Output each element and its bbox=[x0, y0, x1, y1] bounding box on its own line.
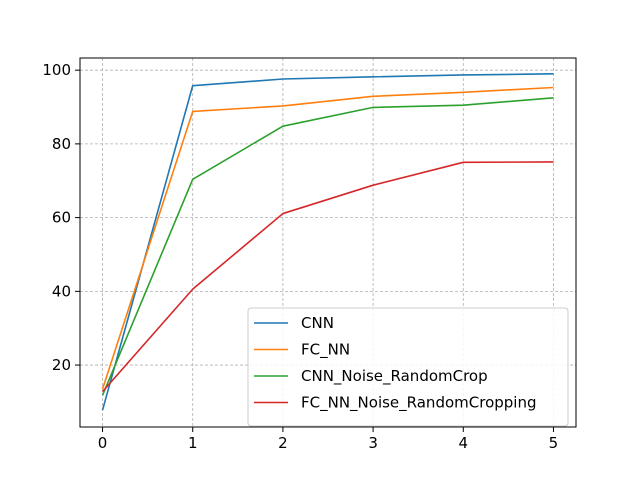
legend-label: FC_NN bbox=[301, 341, 350, 360]
axis-ticks: 0 1 2 3 4 5 20 40 60 80 100 bbox=[42, 61, 558, 452]
x-tick-label: 0 bbox=[98, 434, 108, 452]
series-line-fc-nn-noise-randomcropping bbox=[101, 161, 554, 393]
x-tick-label: 1 bbox=[188, 434, 198, 452]
legend-box bbox=[247, 307, 569, 427]
y-tick-label: 40 bbox=[52, 282, 71, 300]
y-tick-label: 20 bbox=[52, 356, 71, 374]
legend-label: CNN bbox=[301, 314, 334, 332]
y-tick-label: 60 bbox=[52, 209, 71, 227]
y-tick-label: 80 bbox=[52, 135, 71, 153]
series-line-cnn bbox=[101, 73, 554, 411]
legend-label: CNN_Noise_RandomCrop bbox=[301, 367, 488, 386]
x-tick-label: 3 bbox=[368, 434, 378, 452]
x-tick-label: 5 bbox=[549, 434, 559, 452]
plot-area-frame bbox=[79, 57, 577, 428]
legend-label: FC_NN_Noise_RandomCropping bbox=[301, 394, 536, 413]
series-lines bbox=[101, 73, 554, 411]
x-tick-label: 4 bbox=[458, 434, 468, 452]
y-tick-label: 100 bbox=[42, 61, 71, 79]
series-line-cnn-noise-randomcrop bbox=[101, 97, 554, 396]
legend: CNN FC_NN CNN_Noise_RandomCrop FC_NN_Noise_… bbox=[247, 307, 569, 427]
x-tick-label: 2 bbox=[278, 434, 288, 452]
series-line-fc-nn bbox=[101, 86, 554, 390]
